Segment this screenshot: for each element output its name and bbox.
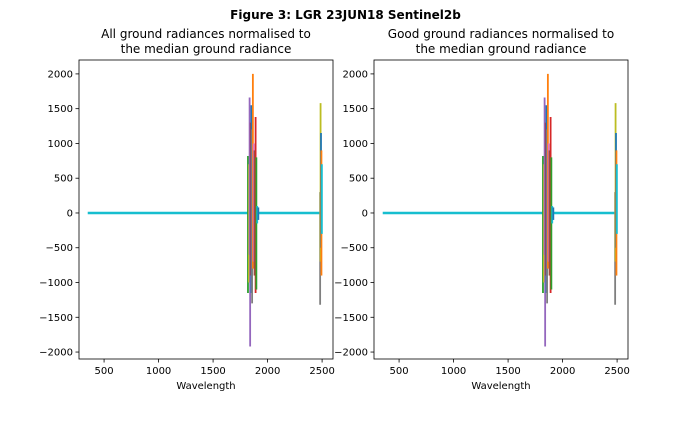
x-tick-label: 500 bbox=[390, 366, 409, 377]
subplot-title-line: Good ground radiances normalised to bbox=[388, 27, 614, 41]
x-tick-label: 1000 bbox=[441, 366, 466, 377]
axes-frame bbox=[373, 59, 629, 360]
y-tick-label: −500 bbox=[341, 243, 368, 254]
subplot-title-line: the median ground radiance bbox=[121, 42, 292, 56]
y-tick-label: −1500 bbox=[39, 313, 73, 324]
axes-frame bbox=[78, 59, 334, 360]
y-tick-label: −1000 bbox=[39, 278, 73, 289]
y-tick-label: −2000 bbox=[334, 348, 368, 359]
x-tick-label: 2500 bbox=[604, 366, 629, 377]
subplot-title-line: All ground radiances normalised to bbox=[101, 27, 311, 41]
x-axis-label: Wavelength bbox=[471, 381, 530, 392]
x-tick-label: 1000 bbox=[146, 366, 171, 377]
y-tick-label: −2000 bbox=[39, 348, 73, 359]
y-tick-label: 500 bbox=[54, 174, 73, 185]
x-tick-label: 1500 bbox=[495, 366, 520, 377]
y-tick-label: 1000 bbox=[48, 139, 73, 150]
y-tick-label: 1000 bbox=[343, 139, 368, 150]
x-tick-label: 500 bbox=[95, 366, 114, 377]
y-tick-label: −1000 bbox=[334, 278, 368, 289]
x-tick-label: 2000 bbox=[255, 366, 280, 377]
y-tick-label: 1500 bbox=[343, 104, 368, 115]
y-tick-label: 2000 bbox=[343, 69, 368, 80]
y-tick-label: −1500 bbox=[334, 313, 368, 324]
y-tick-label: 2000 bbox=[48, 69, 73, 80]
y-tick-label: 1500 bbox=[48, 104, 73, 115]
y-tick-label: −500 bbox=[46, 243, 73, 254]
x-tick-label: 2500 bbox=[309, 366, 334, 377]
subplot-title-line: the median ground radiance bbox=[416, 42, 587, 56]
x-tick-label: 2000 bbox=[550, 366, 575, 377]
x-axis-label: Wavelength bbox=[176, 381, 235, 392]
y-tick-label: 0 bbox=[67, 208, 73, 219]
x-tick-label: 1500 bbox=[200, 366, 225, 377]
figure-suptitle: Figure 3: LGR 23JUN18 Sentinel2b bbox=[230, 8, 461, 22]
y-tick-label: 0 bbox=[362, 208, 368, 219]
y-tick-label: 500 bbox=[349, 174, 368, 185]
